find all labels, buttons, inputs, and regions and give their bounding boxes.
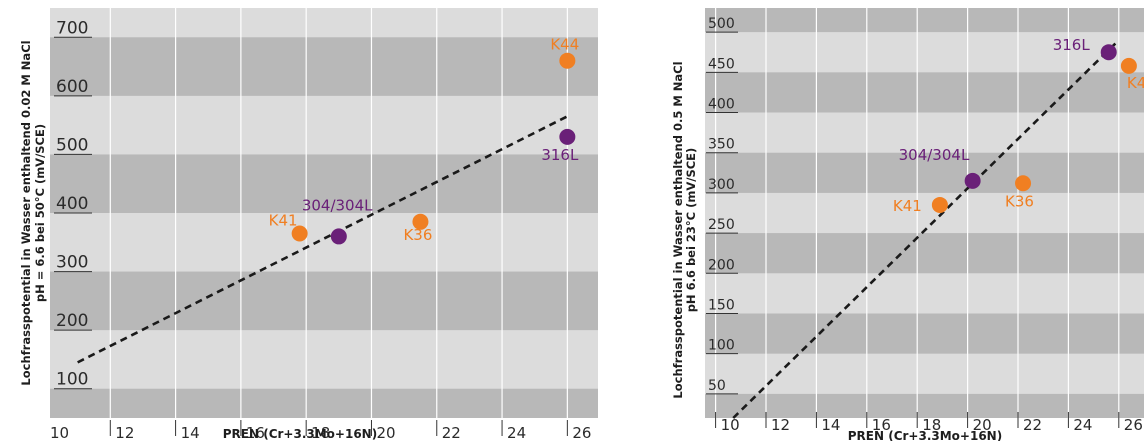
x-tick-label: 12 [115, 424, 134, 441]
data-point [330, 228, 347, 245]
grid-band [705, 393, 1144, 418]
y-tick-label: 50 [708, 378, 726, 394]
grid-band [705, 8, 1144, 33]
data-point [559, 52, 576, 69]
vertical-gridlines [109, 8, 568, 418]
y-axis-title-line: pH 6.6 bei 23°C (mV/SCE) [684, 148, 698, 313]
y-tick-label: 600 [56, 77, 88, 97]
x-tick-label: 18 [311, 424, 330, 441]
data-point [1100, 44, 1117, 61]
y-axis-title-line: pH = 6.6 bei 50°C (mV/SCE) [33, 124, 47, 302]
grid-band [705, 152, 1144, 193]
x-tick-label: 24 [507, 424, 526, 441]
data-point [291, 225, 308, 242]
data-point [1015, 175, 1032, 192]
data-point [1120, 57, 1137, 74]
y-tick-label: 400 [56, 194, 88, 214]
gridbands [705, 8, 1144, 418]
y-tick-label: 300 [708, 177, 735, 193]
data-point [931, 196, 948, 213]
y-tick-labels: 100 200 300 400 500 600 700 [54, 18, 92, 390]
x-tick-label: 12 [771, 416, 790, 434]
x-tick-label: 26 [572, 424, 591, 441]
x-tick-label: 18 [922, 416, 941, 434]
y-tick-label: 500 [708, 16, 735, 32]
x-tick-label: 14 [181, 424, 200, 441]
y-tick-label: 500 [56, 135, 88, 155]
y-axis-title-line: Lochfrasspotential in Wasser enthaltend … [671, 61, 685, 398]
x-tick-label: 16 [246, 424, 265, 441]
y-tick-label: 200 [708, 257, 735, 273]
y-tick-label: 400 [708, 97, 735, 113]
x-tick-labels: 10 12 14 16 18 20 22 24 26 [715, 412, 1143, 434]
vertical-gridlines [714, 8, 1120, 418]
y-tick-label: 150 [708, 297, 735, 313]
y-tick-label: 450 [708, 56, 735, 72]
data-point [559, 128, 576, 145]
x-tick-label: 24 [1073, 416, 1092, 434]
gridbands [50, 37, 598, 418]
x-tick-label: 22 [442, 424, 461, 441]
x-tick-label: 20 [973, 416, 992, 434]
data-label: 316L [1053, 36, 1091, 54]
data-label: K44 [1127, 74, 1144, 92]
data-label: K41 [893, 197, 922, 215]
data-label: K44 [550, 36, 579, 54]
x-axis-title: PREN (Cr+3.3Mo+16N) [848, 429, 1002, 441]
grid-band [705, 233, 1144, 274]
trendline [732, 39, 1120, 419]
x-tick-label: 16 [872, 416, 891, 434]
data-points: K41 304/304L K36 316L K44 [893, 36, 1144, 215]
y-tick-label: 700 [56, 18, 88, 38]
data-point [964, 172, 981, 189]
data-label: 304/304L [302, 196, 373, 214]
y-tick-label: 100 [708, 338, 735, 354]
x-tick-labels: 10 12 14 16 18 20 22 24 26 [50, 420, 591, 442]
y-tick-label: 200 [56, 311, 88, 331]
x-tick-label: 26 [1124, 416, 1143, 434]
x-axis-title: PREN (Cr+3.3Mo+16N) [223, 427, 377, 441]
chart-panel-2: 10 12 14 16 18 20 22 24 26 50 100 150 200 250 300 350 40… [671, 8, 1144, 443]
x-tick-label: 20 [376, 424, 395, 441]
data-point [412, 213, 429, 230]
x-tick-label: 14 [821, 416, 840, 434]
plot-background [705, 8, 1144, 418]
x-tick-label: 10 [721, 416, 740, 434]
x-tick-label: 10 [50, 424, 69, 441]
data-label: K36 [403, 226, 432, 244]
x-tick-label: 22 [1023, 416, 1042, 434]
data-label: 316L [541, 146, 579, 164]
grid-band [50, 154, 598, 213]
y-tick-label: 100 [56, 370, 88, 390]
grid-band [50, 271, 598, 331]
grid-band [50, 388, 598, 418]
y-tick-labels: 50 100 150 200 250 300 350 400 450 500 [706, 16, 738, 395]
y-tick-label: 350 [708, 137, 735, 153]
trendline [77, 115, 568, 364]
data-label: K41 [269, 212, 298, 230]
data-label: K36 [1005, 192, 1034, 210]
y-axis-title-line: Lochfrasspotential in Wasser enthaltend … [19, 40, 33, 385]
grid-band [705, 313, 1144, 354]
grid-band [705, 72, 1144, 113]
y-tick-label: 300 [56, 253, 88, 273]
grid-band [50, 37, 598, 96]
chart-panel-1: 10 12 14 16 18 20 22 24 26 100 200 300 400 500 600 700 K… [19, 8, 598, 442]
data-label: 304/304L [899, 146, 970, 164]
y-tick-label: 250 [708, 217, 735, 233]
